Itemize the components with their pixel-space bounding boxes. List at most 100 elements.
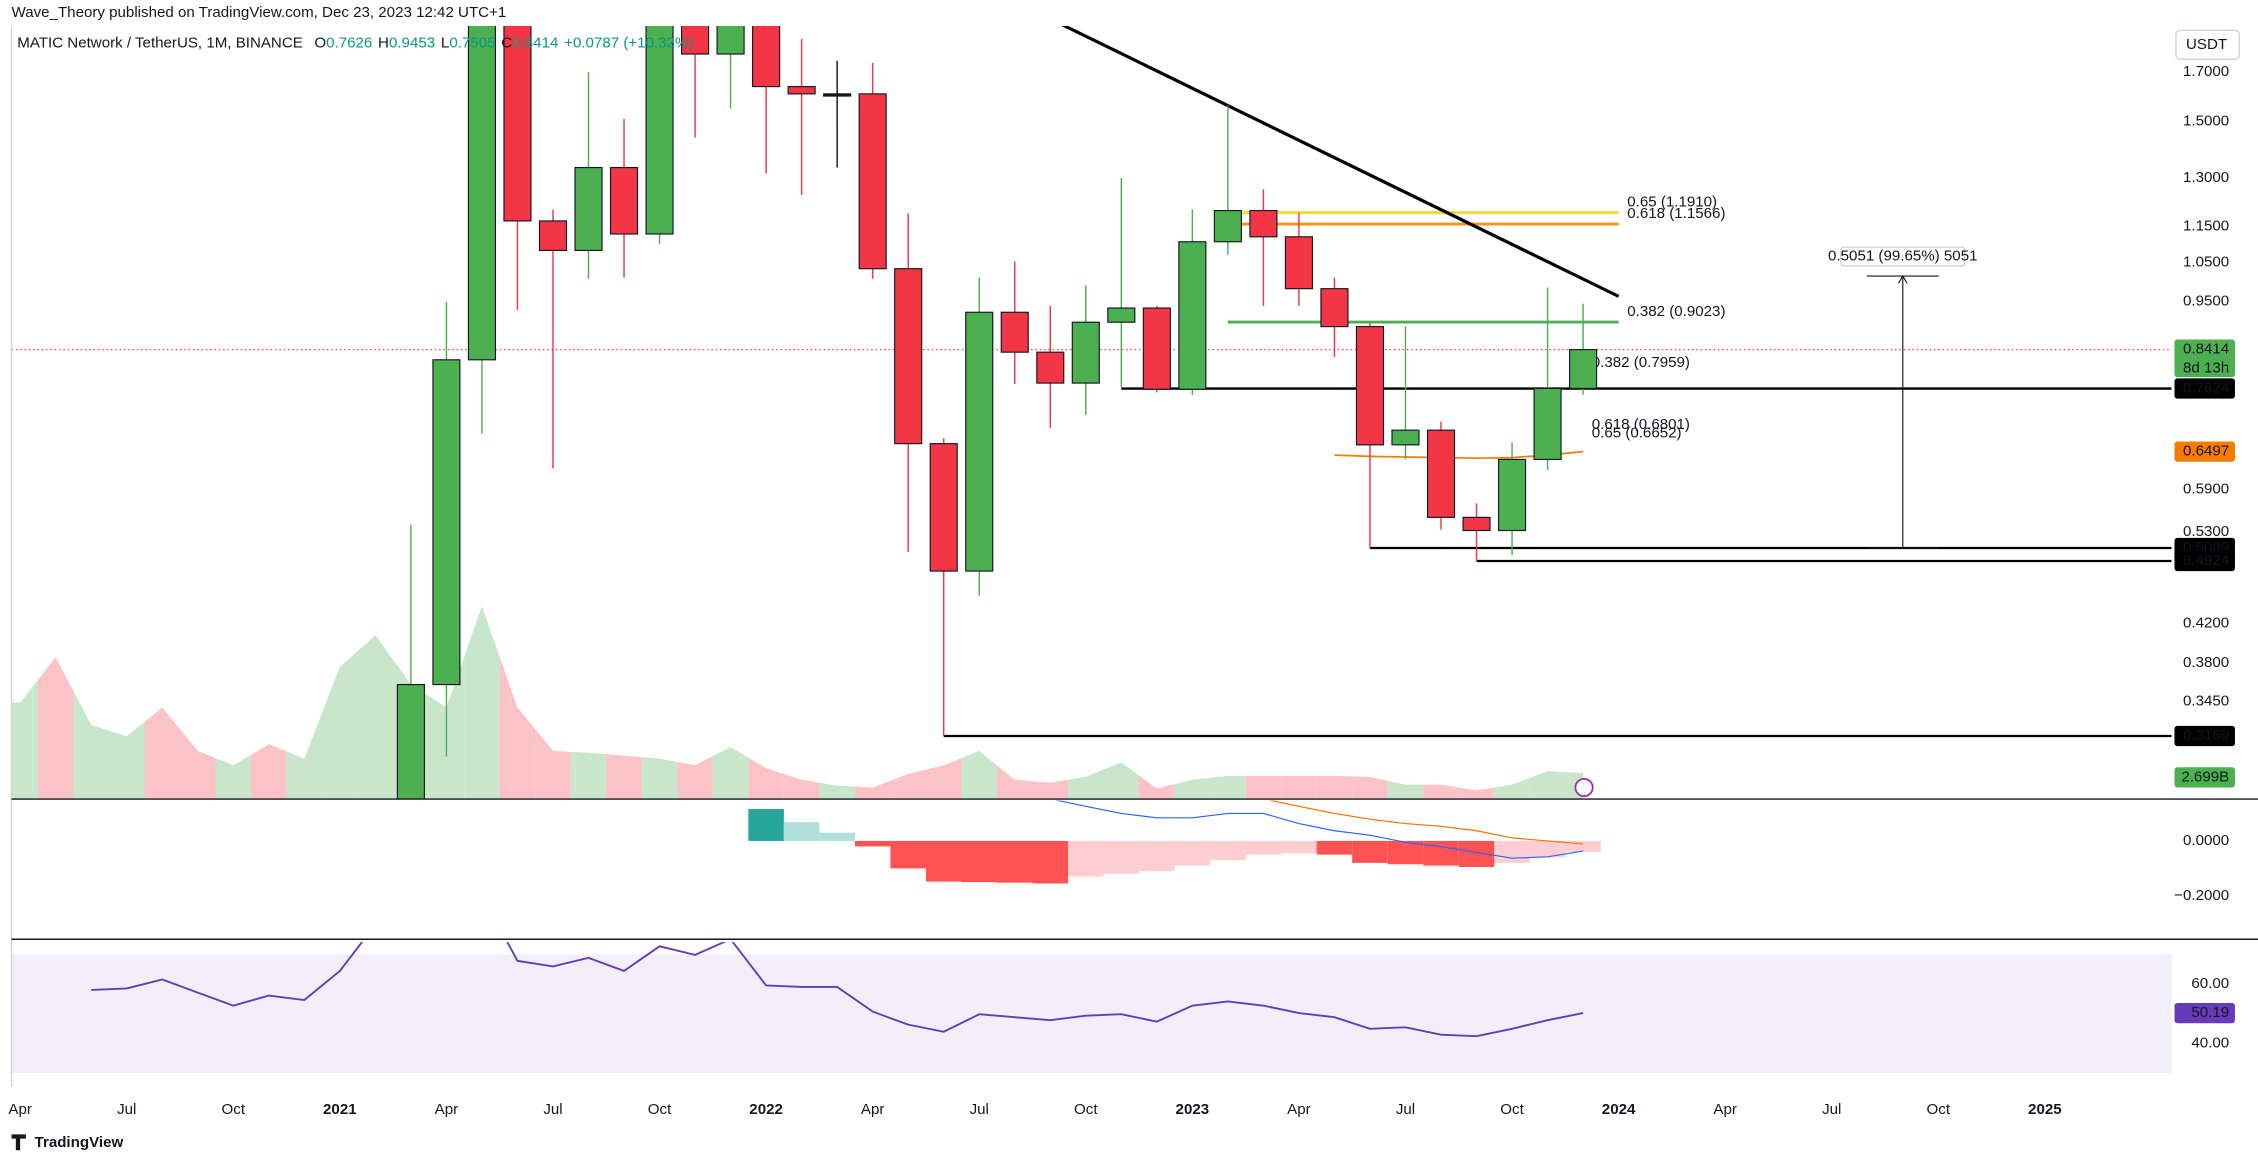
volume-area [144, 707, 181, 800]
currency: USDT [2186, 36, 2227, 53]
ohlc-value: 0.7505 [449, 34, 495, 51]
rsi-tick-label: 40.00 [2191, 1034, 2229, 1051]
volume-area [357, 635, 394, 800]
candle-body [1107, 307, 1136, 323]
x-tick-label: Apr [435, 1101, 459, 1118]
macd-bar [1529, 840, 1566, 858]
candle-body [929, 443, 958, 572]
candle-body [1000, 311, 1029, 353]
candle-body [574, 166, 603, 251]
macd-line [1268, 800, 1584, 845]
candle-body [1355, 326, 1385, 446]
volume-area [748, 757, 784, 800]
volume-area [535, 729, 571, 800]
macd-bar [1103, 840, 1140, 874]
candle-body [716, 26, 745, 55]
volume-area [215, 754, 252, 800]
y-tick-label: 0.4200 [2183, 615, 2229, 632]
candle-body [1462, 516, 1491, 532]
x-tick-label: Oct [222, 1101, 246, 1118]
y-tick-label: 1.7000 [2183, 63, 2229, 80]
volume-area [1387, 780, 1424, 800]
rsi-line [91, 942, 1584, 1038]
price-tag [2174, 1002, 2235, 1024]
price-tag [2174, 725, 2235, 747]
volume-area [641, 757, 678, 800]
x-tick-label: Jul [117, 1101, 136, 1118]
footer-brand: TradingView [35, 1134, 124, 1151]
rsi-tick-label: 60.00 [2191, 975, 2229, 992]
macd-bar [996, 840, 1033, 883]
measure-box [1840, 246, 1966, 267]
volume-area [890, 769, 926, 800]
fib-label: 0.382 (0.7959) [1592, 354, 1690, 371]
x-tick-label: Oct [1074, 1101, 1098, 1118]
volume-area [1139, 775, 1175, 800]
candle-body [787, 86, 816, 95]
y-tick-label: 1.3000 [2183, 169, 2229, 186]
volume-area [73, 691, 109, 800]
volume-area [1352, 776, 1388, 800]
currency-box[interactable] [2175, 29, 2240, 60]
candle-body [1213, 209, 1242, 243]
candle-body [1320, 288, 1349, 328]
legend: MATIC Network / TetherUS, 1M, BINANCE O0.… [17, 34, 693, 51]
macd-bar [925, 840, 962, 882]
x-tick-label: Jul [970, 1101, 989, 1118]
macd-line [1055, 800, 1584, 859]
macd-tick-label: −0.2000 [2174, 887, 2229, 904]
y-tick-label: 0.5900 [2183, 481, 2229, 498]
x-tick-label: Oct [1927, 1101, 1951, 1118]
macd-bar [1210, 840, 1246, 861]
x-tick-label: Jul [1396, 1101, 1415, 1118]
trendline [1061, 26, 1620, 298]
macd-tick-label: 0.0000 [2183, 832, 2229, 849]
y-tick-label: 1.0500 [2183, 253, 2229, 270]
macd-bar [854, 840, 891, 847]
candle-body [894, 268, 923, 445]
volume-area [1423, 784, 1459, 800]
macd-bar [961, 840, 997, 883]
candle-body [1142, 307, 1171, 390]
candle-body [645, 26, 674, 235]
candle-body [1071, 321, 1100, 384]
ohlc-letter: L [441, 34, 449, 51]
candle-body [467, 26, 497, 361]
candle-body [965, 311, 994, 572]
volume-area [854, 780, 891, 800]
volume-area [1316, 775, 1353, 800]
x-tick-label: 2021 [323, 1101, 357, 1118]
macd-bar [1352, 840, 1388, 863]
volume-area [1032, 779, 1069, 800]
x-tick-label: 2025 [2028, 1101, 2062, 1118]
macd-bar [1245, 840, 1282, 855]
macd-bar [1174, 840, 1211, 866]
volume-area [286, 712, 323, 800]
volume-area [1245, 775, 1282, 800]
y-tick-label: 1.1500 [2183, 217, 2229, 234]
macd-bar [819, 832, 855, 841]
x-tick-label: Apr [861, 1101, 885, 1118]
volume-area [570, 751, 607, 800]
x-tick-label: 2022 [749, 1101, 783, 1118]
volume-area [1281, 775, 1317, 800]
volume-area [1068, 769, 1104, 800]
macd-bar [748, 809, 784, 841]
price-tag-label: 0.3160 [2183, 727, 2229, 744]
macd-bar [1068, 840, 1104, 877]
volume-area [819, 782, 855, 800]
candle-body [1178, 241, 1207, 390]
x-tick-label: Apr [8, 1101, 32, 1118]
macd-pane [748, 800, 1601, 884]
x-tick-label: Oct [648, 1101, 672, 1118]
macd-bar [890, 840, 926, 869]
volume-area [1529, 771, 1566, 800]
ohlc-letter: H [378, 34, 389, 51]
price-tag-label: 0.4924 [2183, 552, 2229, 569]
volume-area [996, 765, 1033, 800]
volume-area [37, 657, 74, 800]
volume-area [322, 651, 358, 800]
fib-label: 0.65 (0.6652) [1592, 425, 1682, 442]
candle-body [1426, 429, 1456, 518]
